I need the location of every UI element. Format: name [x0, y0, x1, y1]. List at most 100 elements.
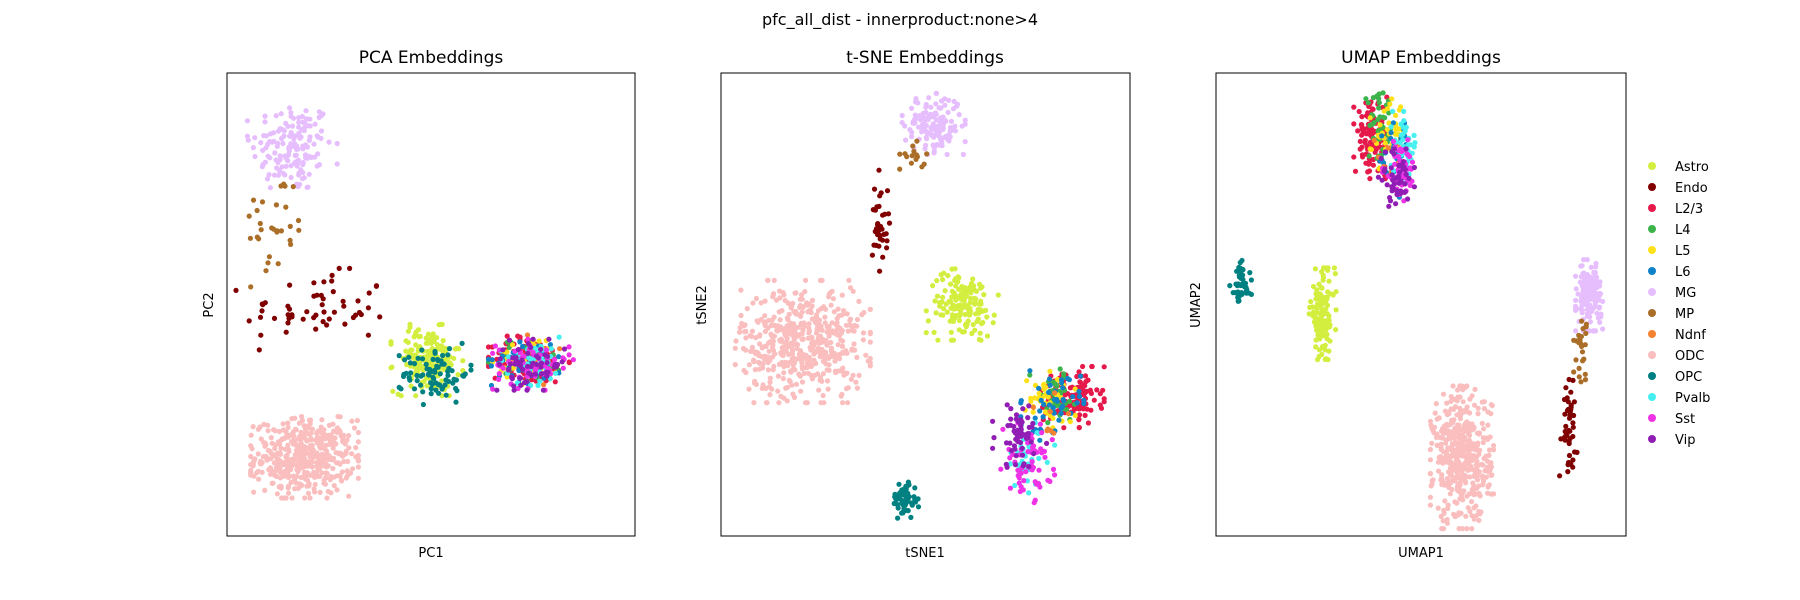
point-mp [1580, 358, 1586, 364]
point-l6 [1037, 408, 1043, 414]
point-odc [838, 393, 844, 399]
point-mp [1577, 337, 1583, 343]
point-opc [418, 382, 424, 388]
point-pvalb [1412, 140, 1418, 146]
point-vip [518, 382, 524, 388]
point-odc [835, 342, 841, 348]
point-vip [506, 366, 512, 372]
point-odc [846, 277, 852, 283]
point-astro [1315, 357, 1321, 363]
point-mg [1581, 294, 1587, 300]
point-mg [326, 139, 332, 145]
point-odc [294, 473, 300, 479]
point-opc [445, 372, 451, 378]
point-odc [805, 355, 812, 361]
point-mp [250, 197, 257, 203]
point-opc [902, 502, 908, 508]
point-l23 [1357, 138, 1363, 144]
pca-axes-frame [226, 72, 636, 537]
point-astro [970, 322, 976, 328]
point-sst [530, 349, 536, 355]
legend-label: Vip [1675, 433, 1695, 448]
point-sst [543, 347, 549, 353]
legend-marker-l4 [1648, 225, 1656, 233]
point-astro [1327, 324, 1333, 330]
point-vip [1028, 439, 1034, 445]
point-vip [535, 355, 541, 361]
point-mg [1573, 328, 1579, 334]
point-l6 [1027, 368, 1033, 374]
tsne-points [732, 90, 1107, 521]
legend-label: MP [1675, 307, 1694, 322]
point-l4 [1377, 114, 1383, 120]
point-endo [880, 254, 886, 260]
legend-item: Pvalb [1648, 391, 1710, 406]
point-l23 [1080, 406, 1086, 412]
point-opc [441, 361, 447, 367]
point-odc [341, 432, 347, 438]
point-odc [770, 292, 777, 298]
point-mg [271, 172, 278, 178]
point-mp [910, 143, 916, 149]
point-opc [905, 496, 911, 502]
point-odc [267, 465, 274, 471]
point-opc [418, 373, 424, 379]
point-odc [1480, 478, 1487, 485]
point-odc [1476, 451, 1482, 457]
point-mg [909, 129, 915, 135]
point-odc [792, 290, 798, 296]
point-odc [1453, 462, 1459, 468]
point-mg [319, 112, 325, 119]
point-mp [273, 202, 279, 208]
point-astro [1326, 278, 1332, 284]
point-odc [832, 368, 839, 374]
point-odc [762, 356, 768, 363]
point-astro [972, 327, 978, 333]
point-opc [1236, 265, 1242, 271]
point-odc [737, 325, 743, 331]
point-odc [277, 441, 283, 447]
point-mg [903, 137, 909, 143]
point-odc [789, 358, 795, 364]
point-l23 [1360, 154, 1366, 160]
point-mp [911, 148, 917, 154]
point-odc [791, 321, 797, 327]
point-odc [835, 306, 841, 312]
point-odc [272, 445, 278, 452]
point-odc [765, 277, 771, 283]
point-odc [1469, 526, 1475, 532]
point-mg [288, 141, 294, 147]
point-odc [258, 458, 264, 464]
point-mp [265, 260, 271, 266]
point-odc [333, 460, 339, 466]
point-sst [525, 336, 531, 342]
point-odc [1456, 486, 1462, 492]
point-vip [990, 445, 996, 451]
point-odc [312, 474, 318, 480]
point-mg [939, 116, 945, 122]
point-sst [1007, 485, 1014, 491]
point-l5 [1384, 126, 1390, 133]
point-endo [287, 282, 293, 288]
legend-label: L4 [1675, 223, 1691, 238]
point-odc [756, 352, 762, 359]
point-opc [1238, 290, 1245, 296]
point-mp [1573, 357, 1579, 363]
point-odc [281, 473, 287, 479]
point-opc [445, 352, 451, 358]
point-odc [291, 456, 297, 462]
point-astro [942, 288, 948, 294]
point-odc [355, 452, 361, 459]
point-odc [826, 367, 832, 373]
point-mg [1586, 313, 1592, 319]
point-mg [899, 112, 905, 119]
point-odc [289, 431, 295, 437]
point-odc [785, 323, 792, 330]
point-odc [867, 339, 873, 345]
point-opc [453, 385, 459, 392]
point-endo [286, 315, 292, 321]
point-astro [935, 337, 941, 343]
point-odc [806, 321, 812, 327]
point-opc [1230, 290, 1236, 296]
point-l23 [1098, 405, 1105, 411]
